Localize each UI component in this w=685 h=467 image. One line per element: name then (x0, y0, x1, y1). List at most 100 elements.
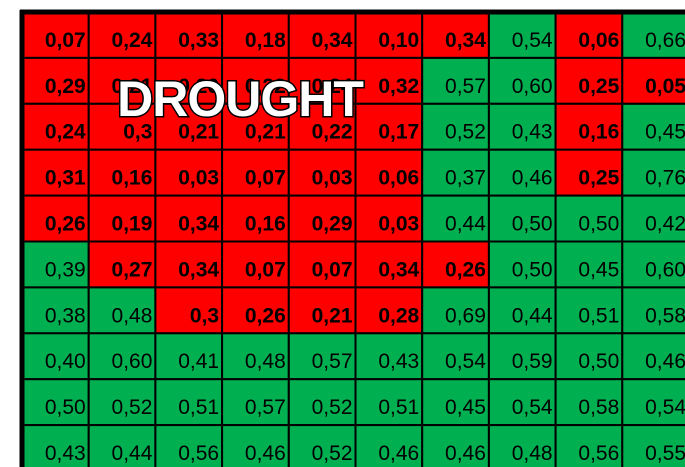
cell-value: 0,03 (178, 167, 219, 190)
cell (287, 11, 357, 59)
cell-value: 0,50 (512, 258, 553, 281)
cell (87, 240, 157, 289)
cell-value: 0,05 (645, 75, 685, 98)
drought-label: DROUGHT (117, 71, 363, 127)
cell-value: 0,34 (378, 258, 419, 281)
cell-value: 0,46 (512, 167, 553, 190)
cell-value: 0,06 (578, 29, 619, 52)
cell-value: 0,24 (312, 75, 353, 98)
cell (87, 194, 157, 243)
cell-value: 0,56 (178, 442, 219, 465)
cell-value: 0,54 (445, 350, 486, 373)
cell-value: 0,52 (312, 396, 353, 419)
cell (21, 332, 90, 381)
cell (487, 286, 557, 335)
cell-value: 0,60 (112, 350, 153, 373)
cell (354, 56, 424, 105)
cell-value: 0,50 (578, 350, 619, 373)
cell-value: 0,34 (178, 258, 219, 281)
cell-value: 0,76 (645, 167, 685, 190)
cell (621, 102, 685, 151)
cell-value: 0,46 (378, 442, 419, 465)
cell (287, 148, 357, 197)
cell-value: 0,50 (45, 396, 86, 419)
cell-value: 0,58 (578, 396, 619, 419)
cells: 0,07 0,24 0,33 0,18 0,34 0,10 0,34 0,54 0,06 0,66… (19, 9, 685, 467)
cell (154, 102, 224, 151)
cell-value: 0,50 (578, 213, 619, 236)
cell-value: 0,03 (312, 167, 353, 190)
cell-value: 0,22 (312, 121, 353, 144)
cell-value: 0,48 (245, 350, 286, 373)
cell (287, 102, 357, 151)
cell-value: 0,10 (378, 29, 419, 52)
cell (487, 332, 557, 381)
cell-value: 0,51 (378, 396, 419, 419)
cell (221, 56, 290, 105)
cell-value: 0,22 (245, 75, 286, 98)
cell (287, 240, 357, 289)
cell-value: 0,54 (512, 29, 553, 52)
cell-value: 0,43 (512, 121, 553, 144)
cell (287, 56, 357, 105)
cell (421, 286, 490, 335)
cell (621, 194, 685, 243)
cell-value: 0,45 (445, 396, 486, 419)
cell-value: 0,29 (312, 213, 353, 236)
cell-value: 0,57 (245, 396, 286, 419)
cell-value: 0,45 (645, 121, 685, 144)
cell-value: 0,26 (445, 258, 486, 281)
cell (554, 424, 624, 467)
cell (87, 56, 157, 105)
cell-value: 0,69 (445, 304, 486, 327)
cell (421, 11, 490, 59)
cell (221, 148, 290, 197)
cell (287, 332, 357, 381)
cell (621, 56, 685, 105)
cell (154, 240, 224, 289)
cell-value: 0,57 (445, 75, 486, 98)
cell (487, 102, 557, 151)
cell (487, 424, 557, 467)
cell (287, 194, 357, 243)
cell (421, 194, 490, 243)
cell-value: 0,33 (178, 29, 219, 52)
cell-value: 0,46 (645, 350, 685, 373)
cell-value: 0,21 (112, 75, 153, 98)
cell-value: 0,51 (578, 304, 619, 327)
cell-value: 0,51 (178, 396, 219, 419)
cell (487, 56, 557, 105)
cell (354, 286, 424, 335)
cell (621, 332, 685, 381)
cell-value: 0,07 (245, 167, 286, 190)
cell-value: 0,54 (512, 396, 553, 419)
cell (421, 240, 490, 289)
cell-value: 0,66 (645, 29, 685, 52)
cell-value: 0,26 (45, 213, 86, 236)
cell (354, 102, 424, 151)
cell (154, 11, 224, 59)
cell-value: 0,48 (512, 442, 553, 465)
cell-value: 0,40 (45, 350, 86, 373)
cell-value: 0,58 (645, 304, 685, 327)
cell-value: 0,16 (112, 167, 153, 190)
cell-value: 0,07 (245, 258, 286, 281)
cell (554, 148, 624, 197)
cell (287, 286, 357, 335)
cell-value: 0,43 (378, 350, 419, 373)
cell-value: 0,28 (378, 304, 419, 327)
cell (487, 240, 557, 289)
cell-value: 0,55 (645, 442, 685, 465)
cell-value: 0,21 (178, 121, 219, 144)
cell-value: 0,54 (645, 396, 685, 419)
cell-value: 0,50 (512, 213, 553, 236)
cell-value: 0,3 (190, 304, 219, 327)
cell-value: 0,3 (123, 121, 152, 144)
cell-value: 0,34 (312, 29, 353, 52)
cell-value: 0,37 (445, 167, 486, 190)
cell-value: 0,21 (312, 304, 353, 327)
cell (154, 194, 224, 243)
cell (354, 378, 424, 427)
cell-value: 0,38 (45, 304, 86, 327)
cell (621, 378, 685, 427)
